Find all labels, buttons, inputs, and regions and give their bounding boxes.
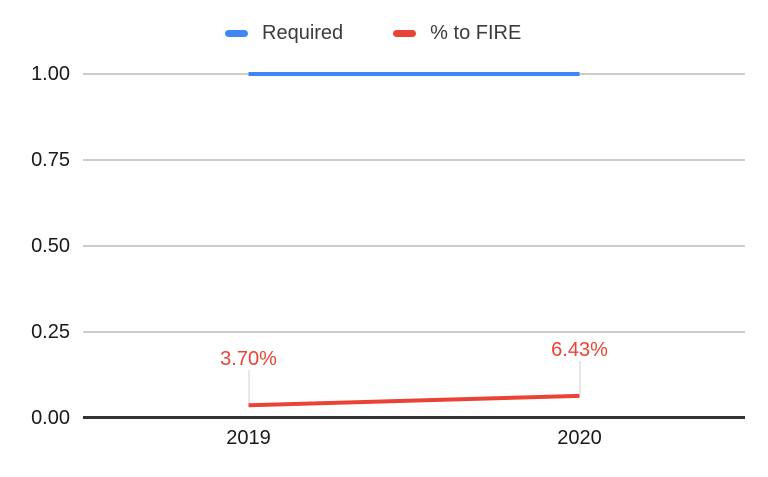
x-tick-label: 2020 (557, 427, 602, 449)
gridline-0-25 (83, 331, 745, 333)
legend-item-required: Required (225, 21, 343, 45)
series-line (248, 393, 580, 408)
legend-item-pct-to-fire: % to FIRE (393, 21, 521, 45)
gridline-0-50 (83, 245, 745, 247)
gridline-1-00 (83, 73, 745, 75)
legend-swatch-pct-to-fire (393, 29, 417, 37)
gridline-0-75 (83, 159, 745, 161)
x-axis-line (83, 416, 745, 419)
chart-legend: Required % to FIRE (225, 21, 521, 45)
y-tick-label: 1.00 (31, 63, 70, 85)
legend-label-pct-to-fire: % to FIRE (430, 22, 522, 44)
legend-label-required: Required (262, 22, 344, 44)
y-tick-label: 0.00 (31, 407, 70, 429)
y-tick-label: 0.25 (31, 321, 70, 343)
legend-swatch-required (225, 29, 248, 37)
x-tick-label: 2019 (226, 427, 271, 449)
y-tick-label: 0.75 (31, 149, 70, 171)
data-label: 6.43% (551, 338, 608, 361)
y-tick-label: 0.50 (31, 235, 70, 257)
data-label: 3.70% (220, 348, 277, 371)
data-label-leader (247, 370, 250, 404)
data-label-leader (578, 360, 581, 394)
